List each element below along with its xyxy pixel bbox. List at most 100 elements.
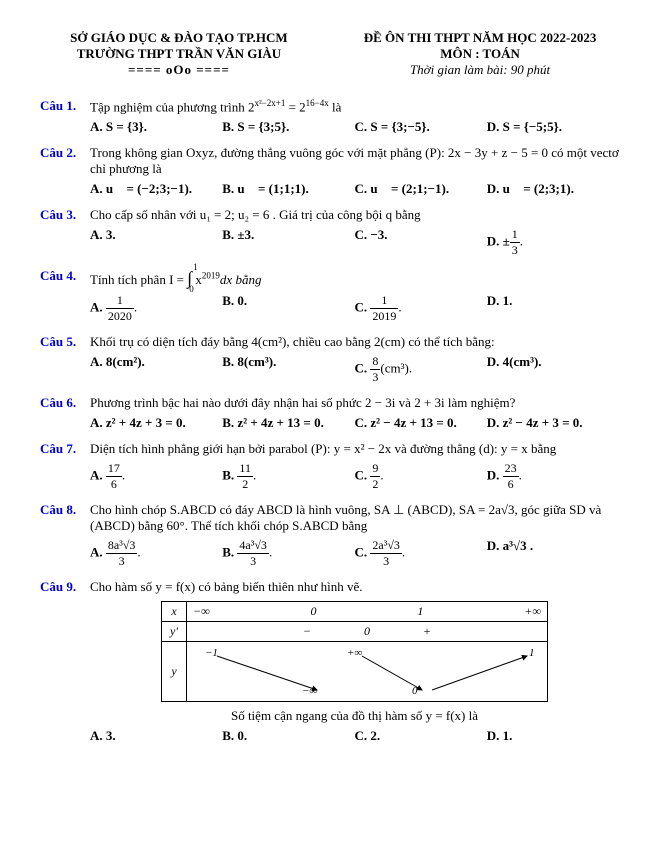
q3-options: A. 3. B. ±3. C. −3. D. ±13.	[90, 227, 619, 258]
q2-label: Câu 2.	[40, 145, 90, 197]
bbt-x: x	[162, 602, 187, 622]
q6-text: Phương trình bậc hai nào dưới đây nhận h…	[90, 395, 515, 410]
question-5: Câu 5. Khối trụ có diện tích đáy bằng 4(…	[40, 334, 619, 385]
q9-opt-b: B. 0.	[222, 728, 247, 743]
q4-a-frac: 12020	[106, 293, 134, 324]
q5-label: Câu 5.	[40, 334, 90, 385]
q7-c-post: .	[380, 468, 383, 483]
q4-opt-d: D. 1.	[487, 293, 513, 308]
variation-arrows-icon: −1 −∞ +∞ 0 1	[187, 642, 547, 697]
q6-label: Câu 6.	[40, 395, 90, 431]
q8-text: Cho hình chóp S.ABCD có đáy ABCD là hình…	[90, 502, 601, 533]
bbt-row-y: y −1 −∞ +∞ 0 1	[162, 642, 548, 702]
q9-options: A. 3. B. 0. C. 2. D. 1.	[90, 728, 619, 744]
q7-b-post: .	[253, 468, 256, 483]
bbt-row-yprime: y′ − 0 +	[162, 622, 548, 642]
bbt-y-graph: −1 −∞ +∞ 0 1	[186, 642, 547, 702]
q7-d-frac: 236	[503, 461, 519, 492]
question-3: Câu 3. Cho cấp số nhân với u₁ = 2; u₂ = …	[40, 207, 619, 258]
q6-body: Phương trình bậc hai nào dưới đây nhận h…	[90, 395, 619, 431]
q7-options: A. 176. B. 112. C. 92. D. 236.	[90, 461, 619, 492]
q7-a-post: .	[122, 468, 125, 483]
q1-opt-c: C. S = {3;−5}.	[355, 119, 430, 134]
subject-line: MÔN : TOÁN	[341, 46, 619, 62]
q7-d-pre: D.	[487, 468, 503, 483]
q4-body: Tính tích phân I = 1∫0 x2019dx bằng A. 1…	[90, 268, 619, 324]
q2-opt-d: D. u⃗ = (2;3;1).	[487, 181, 574, 196]
q1-text-a: Tập nghiệm của phương trình 2	[90, 99, 254, 114]
q4-int: 1∫0	[187, 268, 192, 288]
q5-c-frac: 83	[370, 354, 380, 385]
q1-text-b: = 2	[285, 99, 305, 114]
q8-c-pre: C.	[355, 545, 371, 560]
q2-body: Trong không gian Oxyz, đường thẳng vuông…	[90, 145, 619, 197]
q8-a-frac: 8a³√33	[106, 538, 138, 569]
bbt-x-vals: −∞ 0 1 +∞	[186, 602, 547, 622]
q5-opt-b: B. 8(cm³).	[222, 354, 276, 369]
q4-c-frac: 12019	[370, 293, 398, 324]
bbt-yp-vals: − 0 +	[186, 622, 547, 642]
q4-opt-a-post: .	[134, 300, 137, 315]
q5-text: Khối trụ có diện tích đáy bằng 4(cm²), c…	[90, 334, 495, 349]
q6-opt-c: C. z² − 4z + 13 = 0.	[355, 415, 457, 430]
q5-opt-a: A. 8(cm²).	[90, 354, 145, 369]
q7-label: Câu 7.	[40, 441, 90, 492]
q8-body: Cho hình chóp S.ABCD có đáy ABCD là hình…	[90, 502, 619, 569]
bbt-y: y	[162, 642, 187, 702]
q7-b-frac: 112	[237, 461, 253, 492]
question-7: Câu 7. Diện tích hình phẳng giới hạn bởi…	[40, 441, 619, 492]
q9-opt-a: A. 3.	[90, 728, 116, 743]
q4-text-c: dx bằng	[220, 272, 262, 287]
q7-text: Diện tích hình phẳng giới hạn bởi parabo…	[90, 441, 556, 456]
q6-options: A. z² + 4z + 3 = 0. B. z² + 4z + 13 = 0.…	[90, 415, 619, 431]
q7-a-frac: 176	[106, 461, 122, 492]
q9-body: Cho hàm số y = f(x) có bảng biến thiên n…	[90, 579, 619, 744]
q2-text: Trong không gian Oxyz, đường thẳng vuông…	[90, 145, 619, 176]
header-left: SỞ GIÁO DỤC & ĐÀO TẠO TP.HCM TRƯỜNG THPT…	[40, 30, 318, 78]
q8-a-post: .	[137, 545, 140, 560]
q3-opt-a: A. 3.	[90, 227, 116, 242]
q3-d-frac: 13	[510, 227, 520, 258]
q4-opt-a-pre: A.	[90, 300, 106, 315]
q8-opt-d: D. a³√3 .	[487, 538, 533, 553]
q7-c-pre: C.	[355, 468, 371, 483]
q8-b-pre: B.	[222, 545, 237, 560]
q4-options: A. 12020. B. 0. C. 12019. D. 1.	[90, 293, 619, 324]
q1-opt-d: D. S = {−5;5}.	[487, 119, 562, 134]
q2-opt-a: A. u⃗ = (−2;3;−1).	[90, 181, 192, 196]
q2-opt-b: B. u⃗ = (1;1;1).	[222, 181, 309, 196]
q7-body: Diện tích hình phẳng giới hạn bởi parabo…	[90, 441, 619, 492]
question-9: Câu 9. Cho hàm số y = f(x) có bảng biến …	[40, 579, 619, 744]
q4-opt-c-post: .	[398, 300, 401, 315]
duration-line: Thời gian làm bài: 90 phút	[341, 62, 619, 78]
q4-opt-b: B. 0.	[222, 293, 247, 308]
q6-opt-d: D. z² − 4z + 3 = 0.	[487, 415, 583, 430]
bbt-lt: −1	[205, 647, 218, 659]
q6-opt-a: A. z² + 4z + 3 = 0.	[90, 415, 186, 430]
q3-opt-c: C. −3.	[355, 227, 388, 242]
q3-label: Câu 3.	[40, 207, 90, 258]
q3-body: Cho cấp số nhân với u₁ = 2; u₂ = 6 . Giá…	[90, 207, 619, 258]
q1-opt-b: B. S = {3;5}.	[222, 119, 289, 134]
q2-options: A. u⃗ = (−2;3;−1). B. u⃗ = (1;1;1). C. u…	[90, 181, 619, 197]
q9-opt-d: D. 1.	[487, 728, 513, 743]
q8-c-frac: 2a³√33	[370, 538, 402, 569]
bbt-mt: +∞	[347, 647, 362, 659]
q9-text: Cho hàm số y = f(x) có bảng biến thiên n…	[90, 579, 363, 594]
q3-opt-d-pre: D. ±	[487, 234, 510, 249]
q8-b-frac: 4a³√33	[237, 538, 269, 569]
q1-opt-a: A. S = {3}.	[90, 119, 147, 134]
q8-options: A. 8a³√33. B. 4a³√33. C. 2a³√33. D. a³√3…	[90, 538, 619, 569]
q4-label: Câu 4.	[40, 268, 90, 324]
variation-table: x −∞ 0 1 +∞ y′ − 0 +	[161, 601, 548, 702]
q1-options: A. S = {3}. B. S = {3;5}. C. S = {3;−5}.…	[90, 119, 619, 135]
q4-exp: 2019	[202, 271, 220, 281]
header-right: ĐỀ ÔN THI THPT NĂM HỌC 2022-2023 MÔN : T…	[341, 30, 619, 78]
bbt-rt: 1	[529, 647, 535, 659]
q4-opt-c-pre: C.	[355, 300, 371, 315]
question-1: Câu 1. Tập nghiệm của phương trình 2x²−2…	[40, 98, 619, 135]
q9-opt-c: C. 2.	[355, 728, 381, 743]
q5-options: A. 8(cm²). B. 8(cm³). C. 83(cm³). D. 4(c…	[90, 354, 619, 385]
q5-body: Khối trụ có diện tích đáy bằng 4(cm²), c…	[90, 334, 619, 385]
q4-text-a: Tính tích phân I =	[90, 272, 187, 287]
